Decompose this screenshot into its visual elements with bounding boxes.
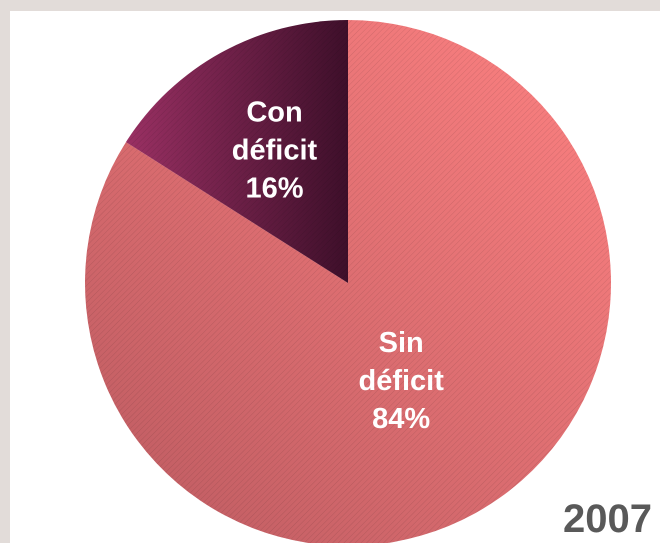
label-sin-deficit: Sin déficit 84% bbox=[358, 327, 444, 435]
slice-con-deficit-texture bbox=[125, 20, 348, 283]
pie-chart: Sin déficit 84% Con déficit 16% bbox=[85, 20, 611, 543]
label-con-deficit: Con déficit 16% bbox=[232, 96, 318, 204]
slice-sin-deficit-texture bbox=[85, 20, 611, 543]
chart-panel: Sin déficit 84% Con déficit 16% 2007 bbox=[10, 11, 660, 543]
label-line: Sin bbox=[379, 327, 424, 359]
label-line: Con bbox=[246, 96, 302, 128]
label-line: déficit bbox=[232, 134, 318, 166]
label-line: déficit bbox=[358, 365, 444, 397]
label-line: 84% bbox=[372, 403, 430, 435]
year-label: 2007 bbox=[563, 497, 652, 541]
label-line: 16% bbox=[245, 172, 303, 204]
